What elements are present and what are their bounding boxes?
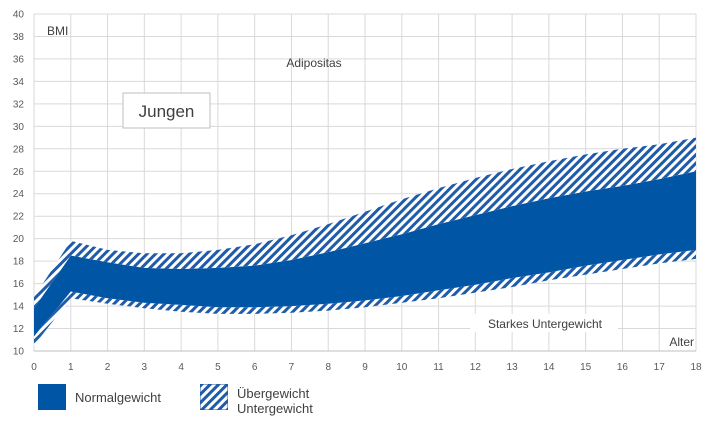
- x-tick-label: 4: [178, 362, 184, 373]
- x-tick-label: 5: [215, 362, 221, 373]
- area-uebergewicht: [34, 137, 696, 309]
- x-tick-label: 12: [470, 362, 482, 373]
- y-tick-label: 40: [13, 10, 25, 21]
- annotation-adipositas: Adipositas: [286, 56, 341, 70]
- y-tick-label: 34: [13, 77, 25, 88]
- y-tick-label: 16: [13, 279, 25, 290]
- y-tick-label: 18: [13, 257, 25, 268]
- x-tick-label: 2: [105, 362, 111, 373]
- y-tick-label: 28: [13, 144, 25, 155]
- x-tick-label: 16: [617, 362, 629, 373]
- y-tick-label: 24: [13, 189, 25, 200]
- legend-item-hatched: Übergewicht Untergewicht: [200, 384, 313, 416]
- legend-label-under: Untergewicht: [237, 401, 313, 416]
- y-tick-label: 10: [13, 347, 25, 358]
- legend-label-hatched: Übergewicht Untergewicht: [237, 386, 313, 416]
- x-tick-label: 11: [433, 362, 444, 373]
- legend-item-normal: Normalgewicht: [38, 384, 161, 410]
- y-tick-label: 38: [13, 32, 25, 43]
- x-tick-label: 8: [325, 362, 331, 373]
- x-tick-label: 6: [252, 362, 258, 373]
- x-tick-label: 3: [142, 362, 148, 373]
- y-tick-label: 14: [13, 302, 25, 313]
- x-axis-label: Alter: [669, 335, 694, 349]
- x-tick-label: 10: [396, 362, 408, 373]
- y-tick-label: 12: [13, 324, 25, 335]
- y-tick-label: 32: [13, 99, 25, 110]
- y-tick-label: 20: [13, 234, 25, 245]
- chart-title: Jungen: [139, 102, 195, 121]
- annotation-starkes-untergewicht: Starkes Untergewicht: [488, 317, 603, 331]
- x-tick-label: 15: [580, 362, 592, 373]
- y-tick-label: 22: [13, 212, 25, 223]
- legend-label-normal: Normalgewicht: [75, 390, 161, 405]
- x-tick-label: 18: [690, 362, 702, 373]
- title-box: [122, 92, 211, 129]
- y-tick-label: 36: [13, 54, 25, 65]
- x-tick-label: 7: [289, 362, 295, 373]
- legend-swatch-hatched: [200, 384, 228, 410]
- x-tick-label: 13: [507, 362, 519, 373]
- y-tick-label: 26: [13, 167, 25, 178]
- x-tick-label: 17: [654, 362, 666, 373]
- x-tick-label: 0: [31, 362, 37, 373]
- plot-areas: [34, 137, 696, 346]
- annotation-untergewicht-bg: [470, 314, 618, 332]
- y-axis-label: BMI: [47, 24, 68, 38]
- area-untergewicht: [34, 249, 696, 346]
- x-tick-label: 9: [362, 362, 368, 373]
- area-normalgewicht: [34, 171, 696, 337]
- legend: Normalgewicht Übergewicht Untergewicht: [38, 384, 458, 420]
- x-tick-label: 1: [68, 362, 74, 373]
- y-tick-label: 30: [13, 122, 25, 133]
- legend-label-over: Übergewicht: [237, 386, 310, 401]
- legend-swatch-normal: [38, 384, 66, 410]
- x-tick-label: 14: [543, 362, 555, 373]
